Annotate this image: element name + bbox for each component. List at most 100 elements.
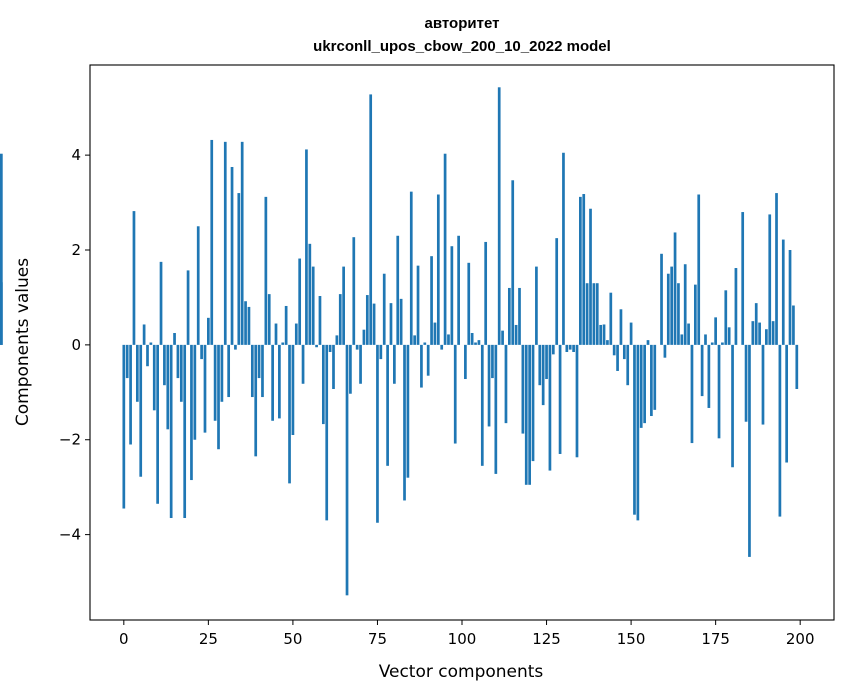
bar	[636, 344, 640, 521]
bar	[247, 306, 251, 345]
bar	[325, 344, 329, 521]
bar	[487, 344, 491, 427]
plot-frame	[89, 64, 835, 621]
bar	[261, 344, 264, 398]
bar	[565, 344, 569, 352]
bar	[562, 152, 565, 345]
bar	[477, 340, 481, 345]
bar	[433, 322, 437, 345]
bar	[555, 238, 559, 345]
bar	[781, 239, 785, 345]
bar	[595, 283, 599, 345]
bar	[379, 344, 383, 360]
bar	[332, 344, 335, 389]
bar	[365, 295, 369, 345]
bar	[619, 309, 623, 345]
chart-title-line1: авторитет	[425, 15, 500, 32]
bar	[693, 284, 697, 345]
bar	[751, 321, 755, 345]
bar	[426, 344, 430, 376]
bars-group	[0, 87, 799, 596]
bar	[467, 262, 471, 345]
bar	[305, 149, 308, 345]
bar	[792, 305, 795, 345]
bar	[369, 94, 373, 345]
bar	[0, 153, 3, 345]
x-tick-label: 100	[448, 630, 477, 648]
bar	[558, 344, 562, 454]
bar	[572, 344, 575, 352]
bar	[186, 270, 190, 345]
bar	[666, 273, 670, 345]
bar	[775, 193, 778, 345]
bar	[210, 139, 214, 345]
bar	[179, 344, 183, 402]
bar	[731, 344, 734, 468]
bar	[159, 261, 163, 345]
bar	[514, 324, 518, 345]
bar	[734, 268, 738, 345]
bar	[518, 287, 521, 345]
bar	[152, 344, 156, 411]
bar	[690, 344, 694, 444]
bar	[267, 294, 271, 345]
bar	[430, 256, 433, 345]
bar	[528, 344, 531, 485]
x-tick-label: 25	[199, 630, 218, 648]
bar	[795, 344, 799, 389]
bar	[203, 344, 207, 433]
bar	[132, 211, 136, 345]
bar	[257, 344, 261, 379]
bar	[321, 344, 325, 425]
bar	[237, 193, 241, 345]
bar	[697, 194, 701, 345]
bar	[670, 266, 674, 345]
bar	[139, 344, 143, 477]
y-axis-label: Components values	[13, 258, 33, 426]
y-tick-label: 2	[71, 241, 81, 259]
bar	[501, 330, 504, 345]
bar	[494, 344, 498, 474]
bar	[200, 344, 203, 360]
bar	[710, 342, 714, 345]
y-tick-label: −4	[59, 526, 81, 544]
bar	[491, 344, 494, 379]
bar	[342, 266, 345, 345]
bar	[436, 194, 440, 345]
bar	[443, 153, 447, 345]
bar	[250, 344, 254, 398]
x-tick-label: 175	[701, 630, 730, 648]
x-axis-ticks: 0 25 50 75 100 125 150 175 200	[119, 620, 815, 648]
bar	[721, 342, 724, 345]
bar	[335, 335, 339, 345]
bar	[714, 317, 717, 345]
bar	[700, 344, 704, 397]
bar	[244, 301, 247, 345]
bar	[338, 294, 342, 345]
bar	[166, 344, 170, 430]
bar	[207, 317, 210, 345]
bar	[409, 191, 413, 345]
bar	[240, 141, 244, 345]
bar	[223, 141, 227, 345]
bar	[230, 166, 234, 345]
bar	[535, 266, 538, 345]
bar	[785, 344, 789, 463]
bar	[548, 344, 552, 471]
bar	[511, 180, 515, 345]
bar	[568, 344, 572, 350]
bar	[213, 344, 217, 421]
bar	[602, 324, 606, 345]
bar	[234, 344, 237, 350]
bar	[264, 196, 268, 345]
bar	[599, 324, 603, 345]
y-axis-ticks: −4 −2 0 2 4	[59, 146, 90, 544]
bar	[450, 246, 454, 345]
bar	[541, 344, 545, 406]
bar	[464, 344, 467, 380]
bar	[393, 344, 396, 384]
bar	[416, 265, 420, 345]
bar	[156, 344, 159, 504]
